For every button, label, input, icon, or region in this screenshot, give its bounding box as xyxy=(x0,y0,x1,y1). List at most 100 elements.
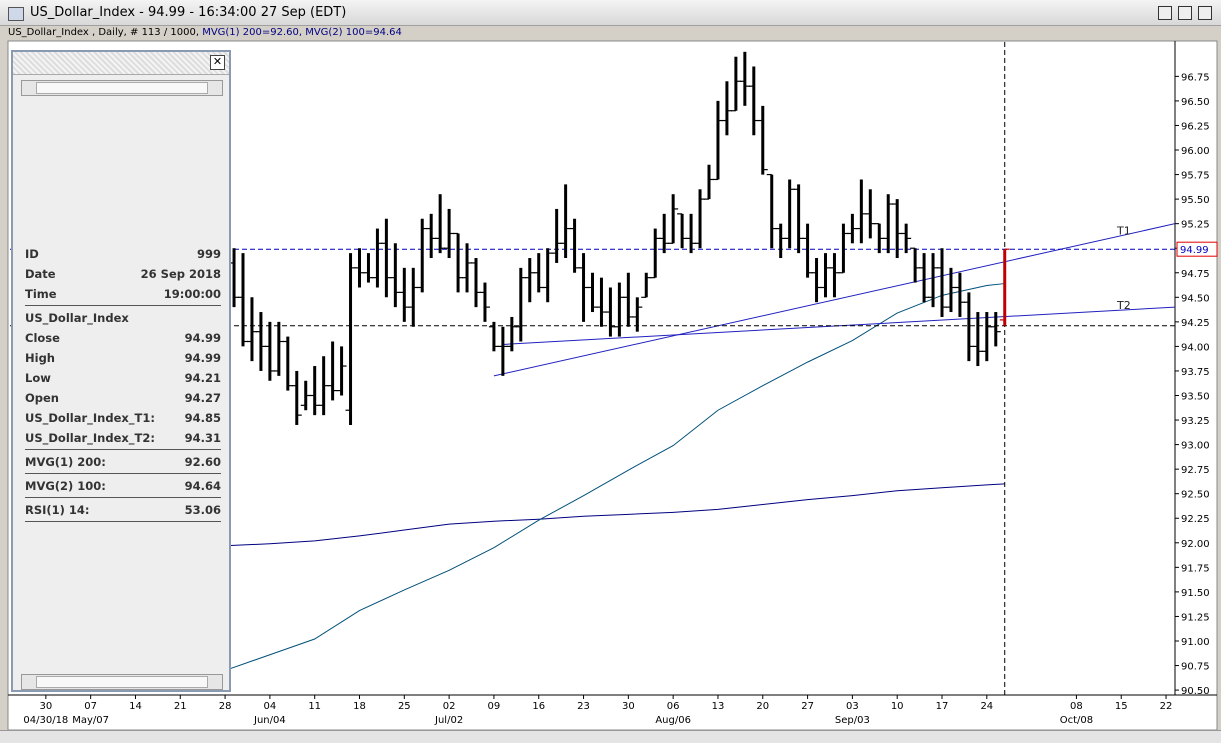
info-panel: ✕ ID 999 Date 26 Sep 2018 Time 19:00:00 US_Dol… xyxy=(11,50,231,692)
info-rows: ID 999 Date 26 Sep 2018 Time 19:00:00 US_Dolla… xyxy=(25,244,221,524)
x-tick-label: 07 xyxy=(84,701,97,712)
info-value: 94.21 xyxy=(184,371,221,385)
x-tick-label: 02 xyxy=(443,701,456,712)
info-row: Time 19:00:00 xyxy=(25,284,221,304)
x-tick-label: 22 xyxy=(1160,701,1173,712)
separator xyxy=(25,449,221,450)
y-tick-label: 92.25 xyxy=(1181,514,1210,525)
scrollbar[interactable] xyxy=(21,674,223,690)
info-label: Open xyxy=(25,391,59,405)
subtitle: US_Dollar_Index , Daily, # 113 / 1000, M… xyxy=(8,27,402,38)
x-tick-label: 25 xyxy=(398,701,411,712)
minimize-button[interactable] xyxy=(1158,6,1172,20)
x-tick-label: 08 xyxy=(1070,701,1083,712)
info-label: ID xyxy=(25,247,39,261)
y-tick-label: 92.00 xyxy=(1181,539,1210,550)
info-value: 94.99 xyxy=(184,351,221,365)
info-row: Close 94.99 xyxy=(25,328,221,348)
scroll-bar-bottom[interactable] xyxy=(0,730,1221,743)
x-tick-label: 21 xyxy=(174,701,187,712)
title-bar: US_Dollar_Index - 94.99 - 16:34:00 27 Se… xyxy=(0,0,1221,26)
info-label: MVG(2) 100: xyxy=(25,479,106,493)
info-value: 19:00:00 xyxy=(163,287,221,301)
price-tag-label: 94.99 xyxy=(1180,245,1209,256)
y-tick-label: 96.00 xyxy=(1181,146,1210,157)
info-row: High 94.99 xyxy=(25,348,221,368)
info-label: High xyxy=(25,351,55,365)
panel-close[interactable]: ✕ xyxy=(210,55,225,70)
subtitle-part: MVG(1) 200=92.60, xyxy=(202,27,306,38)
info-value: 94.85 xyxy=(184,411,221,425)
info-row: RSI(1) 14: 53.06 xyxy=(25,500,221,520)
series-line xyxy=(225,483,1005,547)
info-value: 53.06 xyxy=(184,503,221,517)
y-tick-label: 91.50 xyxy=(1181,588,1210,599)
series-label: T1 xyxy=(1116,225,1131,238)
y-tick-label: 95.25 xyxy=(1181,220,1210,231)
y-tick-label: 90.50 xyxy=(1181,686,1210,697)
info-value: 26 Sep 2018 xyxy=(140,267,221,281)
x-tick-label: 13 xyxy=(712,701,725,712)
info-value: 999 xyxy=(196,247,221,261)
maximize-button[interactable] xyxy=(1178,6,1192,20)
info-row: Open 94.27 xyxy=(25,388,221,408)
series-line xyxy=(224,283,1005,671)
y-tick-label: 90.75 xyxy=(1181,662,1210,673)
info-value: 94.31 xyxy=(184,431,221,445)
x-tick-label: 27 xyxy=(801,701,814,712)
x-tick-label: 10 xyxy=(891,701,904,712)
scrollbar[interactable] xyxy=(21,80,223,96)
separator xyxy=(25,497,221,498)
x-tick-label: 06 xyxy=(667,701,680,712)
x-tick-label: 30 xyxy=(622,701,635,712)
info-label: Low xyxy=(25,371,51,385)
info-label: Time xyxy=(25,287,57,301)
y-tick-label: 96.75 xyxy=(1181,72,1210,83)
x-tick-label: 11 xyxy=(308,701,321,712)
y-tick-label: 93.25 xyxy=(1181,416,1210,427)
separator xyxy=(25,305,221,306)
separator xyxy=(25,521,221,522)
x-tick-label: 30 xyxy=(39,701,52,712)
x-month-label: Oct/08 xyxy=(1060,715,1093,726)
y-tick-label: 94.50 xyxy=(1181,293,1210,304)
info-row: US_Dollar_Index_T1: 94.85 xyxy=(25,408,221,428)
price-tag xyxy=(1176,241,1218,257)
x-tick-label: 18 xyxy=(353,701,366,712)
info-row: ID 999 xyxy=(25,244,221,264)
info-label: US_Dollar_Index_T2: xyxy=(25,431,155,445)
y-tick-label: 91.25 xyxy=(1181,612,1210,623)
info-label: MVG(1) 200: xyxy=(25,455,106,469)
plot-area xyxy=(10,42,1175,695)
y-tick-label: 91.00 xyxy=(1181,637,1210,648)
y-tick-label: 93.50 xyxy=(1181,392,1210,403)
info-row: US_Dollar_Index xyxy=(25,308,221,328)
y-tick-label: 95.50 xyxy=(1181,195,1210,206)
info-value: 92.60 xyxy=(184,455,221,469)
y-tick-label: 95.75 xyxy=(1181,171,1210,182)
x-tick-label: 03 xyxy=(846,701,859,712)
series-label: T2 xyxy=(1116,299,1131,312)
x-month-label: May/07 xyxy=(72,715,109,726)
x-tick-label: 28 xyxy=(219,701,232,712)
y-tick-label: 96.25 xyxy=(1181,121,1210,132)
info-row: Low 94.21 xyxy=(25,368,221,388)
x-tick-label: 17 xyxy=(936,701,949,712)
y-tick-label: 92.50 xyxy=(1181,490,1210,501)
info-value: 94.64 xyxy=(184,479,221,493)
info-label: Date xyxy=(25,267,56,281)
y-tick-label: 94.25 xyxy=(1181,318,1210,329)
info-label: Close xyxy=(25,331,60,345)
y-tick-label: 94.00 xyxy=(1181,342,1210,353)
window-icon xyxy=(8,7,24,21)
info-row: MVG(1) 200: 92.60 xyxy=(25,452,221,472)
close-button[interactable] xyxy=(1198,6,1212,20)
info-label: US_Dollar_Index_T1: xyxy=(25,411,155,425)
y-tick-label: 92.75 xyxy=(1181,465,1210,476)
info-row: Date 26 Sep 2018 xyxy=(25,264,221,284)
x-tick-label: 20 xyxy=(756,701,769,712)
x-tick-label: 23 xyxy=(577,701,590,712)
x-month-label: 04/30/18 xyxy=(23,715,68,726)
y-tick-label: 96.50 xyxy=(1181,97,1210,108)
